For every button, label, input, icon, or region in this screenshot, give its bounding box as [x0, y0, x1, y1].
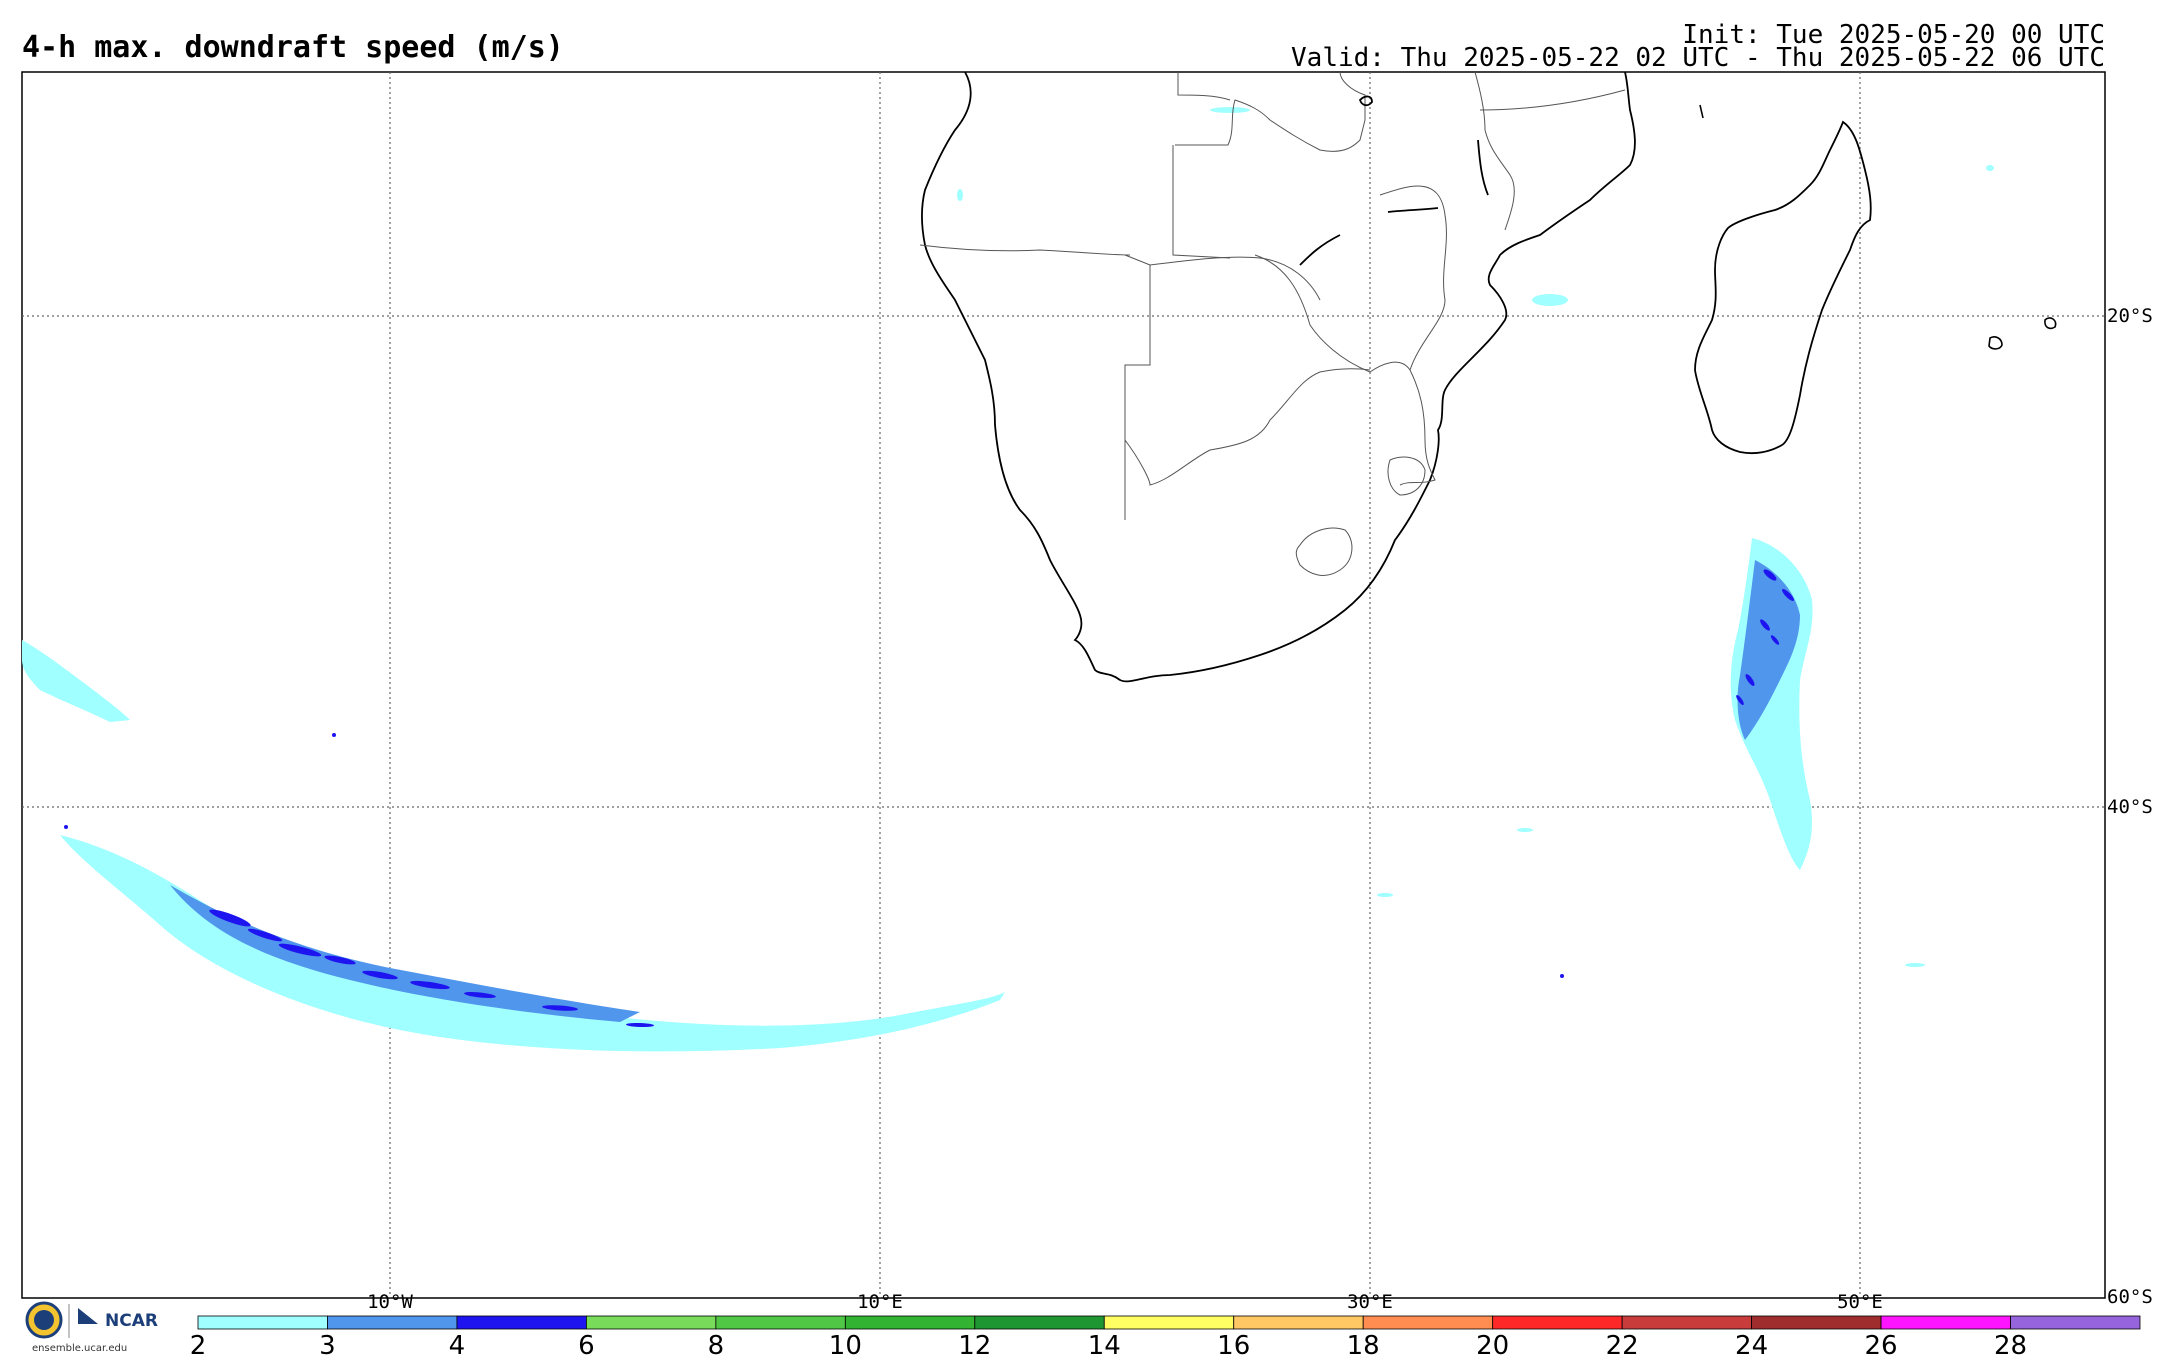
tiny-dark-cells: [64, 733, 1564, 978]
colorbar-label: 16: [1217, 1331, 1251, 1361]
border-drc-zambia: [1175, 71, 1366, 152]
lon-label: 10°W: [367, 1291, 413, 1313]
band-southwest-mid: [170, 885, 640, 1022]
colorbar-swatch: [327, 1315, 458, 1330]
colorbar-swatch: [456, 1315, 587, 1330]
band-southwest-dark: [209, 909, 654, 1028]
logo: [25, 1301, 98, 1339]
colorbar-label: 24: [1735, 1331, 1769, 1361]
island-comoros: [1699, 104, 1704, 119]
colorbar-label: 8: [707, 1331, 725, 1361]
scattered-cells: [957, 107, 1994, 967]
border-zambia-malawi: [1379, 185, 1447, 371]
island-reunion: [2044, 317, 2057, 330]
colorbar-swatch: [586, 1315, 717, 1330]
colorbar-swatch: [1880, 1315, 2011, 1330]
patch-west-edge: [22, 640, 130, 722]
lake-malawi: [1477, 139, 1489, 196]
colorbar-label: 6: [578, 1331, 595, 1361]
border-lesotho: [1295, 527, 1353, 576]
chart-title: 4-h max. downdraft speed (m/s): [22, 30, 564, 65]
border-tanzania: [1474, 71, 1626, 231]
lat-label: 20°S: [2107, 305, 2153, 327]
madagascar-coastline: [1694, 120, 1872, 455]
lon-label: 30°E: [1347, 1291, 1393, 1313]
colorbar-swatch: [974, 1315, 1105, 1330]
colorbar-swatch: [1362, 1315, 1494, 1330]
band-southwest-light: [60, 835, 1005, 1052]
lake-cahora-bassa: [1387, 207, 1439, 213]
lake-mweru: [1358, 95, 1373, 107]
country-borders: [919, 71, 1626, 576]
ncar-logo: NCAR: [105, 1311, 158, 1331]
init-time: Init: Tue 2025-05-20 00 UTC: [1682, 20, 2105, 50]
colorbar-swatch: [1103, 1315, 1235, 1330]
colorbar-label: 14: [1087, 1331, 1121, 1361]
border-botswana-south: [1124, 368, 1371, 486]
colorbar-label: 26: [1864, 1331, 1898, 1361]
colorbar-swatch: [2010, 1315, 2141, 1330]
lon-label: 50°E: [1837, 1291, 1883, 1313]
logo-url: ensemble.ucar.edu: [32, 1343, 128, 1354]
islands: [1699, 104, 2057, 350]
border-angola-zambia: [1172, 145, 1231, 259]
colorbar-label: 10: [828, 1331, 862, 1361]
border-namibia-botswana: [1124, 254, 1151, 520]
colorbar-swatch: [1492, 1315, 1623, 1330]
patch-southeast-dark: [1736, 569, 1794, 706]
colorbar-swatch: [1233, 1315, 1364, 1330]
colorbar-label: 28: [1993, 1331, 2028, 1361]
lat-label: 60°S: [2107, 1286, 2153, 1308]
colorbar-label: 18: [1346, 1331, 1380, 1361]
colorbar-label: 20: [1476, 1331, 1510, 1361]
border-zimbabwe: [1254, 254, 1411, 373]
colorbar-label: 22: [1605, 1331, 1639, 1361]
colorbar-swatch: [197, 1315, 328, 1330]
ncar-swoosh-icon: [78, 1308, 98, 1324]
colorbar-label: 3: [319, 1331, 336, 1361]
colorbar-label: 12: [958, 1331, 992, 1361]
gridlines: [22, 72, 2105, 1298]
lat-label: 40°S: [2107, 796, 2153, 818]
patch-southeast-mid: [1737, 560, 1800, 740]
colorbar-swatch: [1751, 1315, 1882, 1330]
border-angola-south: [919, 244, 1131, 256]
border-caprivi: [1149, 256, 1321, 301]
lake-kariba: [1299, 234, 1341, 266]
colorbar-label: 4: [448, 1331, 466, 1361]
island-mauritius: [1988, 336, 2003, 350]
colorbar-label: 2: [189, 1331, 207, 1361]
colorbar-swatch: [1621, 1315, 1752, 1330]
downdraft-field: [22, 107, 1994, 1052]
lon-label: 10°E: [857, 1291, 903, 1313]
africa-coastline: [921, 71, 1636, 683]
colorbar-swatch: [715, 1315, 846, 1330]
valid-time: Valid: Thu 2025-05-22 02 UTC - Thu 2025-…: [1291, 43, 2105, 73]
colorbar-swatch: [844, 1315, 976, 1330]
border-mozambique: [1399, 369, 1436, 486]
border-eswatini: [1387, 456, 1426, 496]
lakes: [1299, 95, 1489, 266]
